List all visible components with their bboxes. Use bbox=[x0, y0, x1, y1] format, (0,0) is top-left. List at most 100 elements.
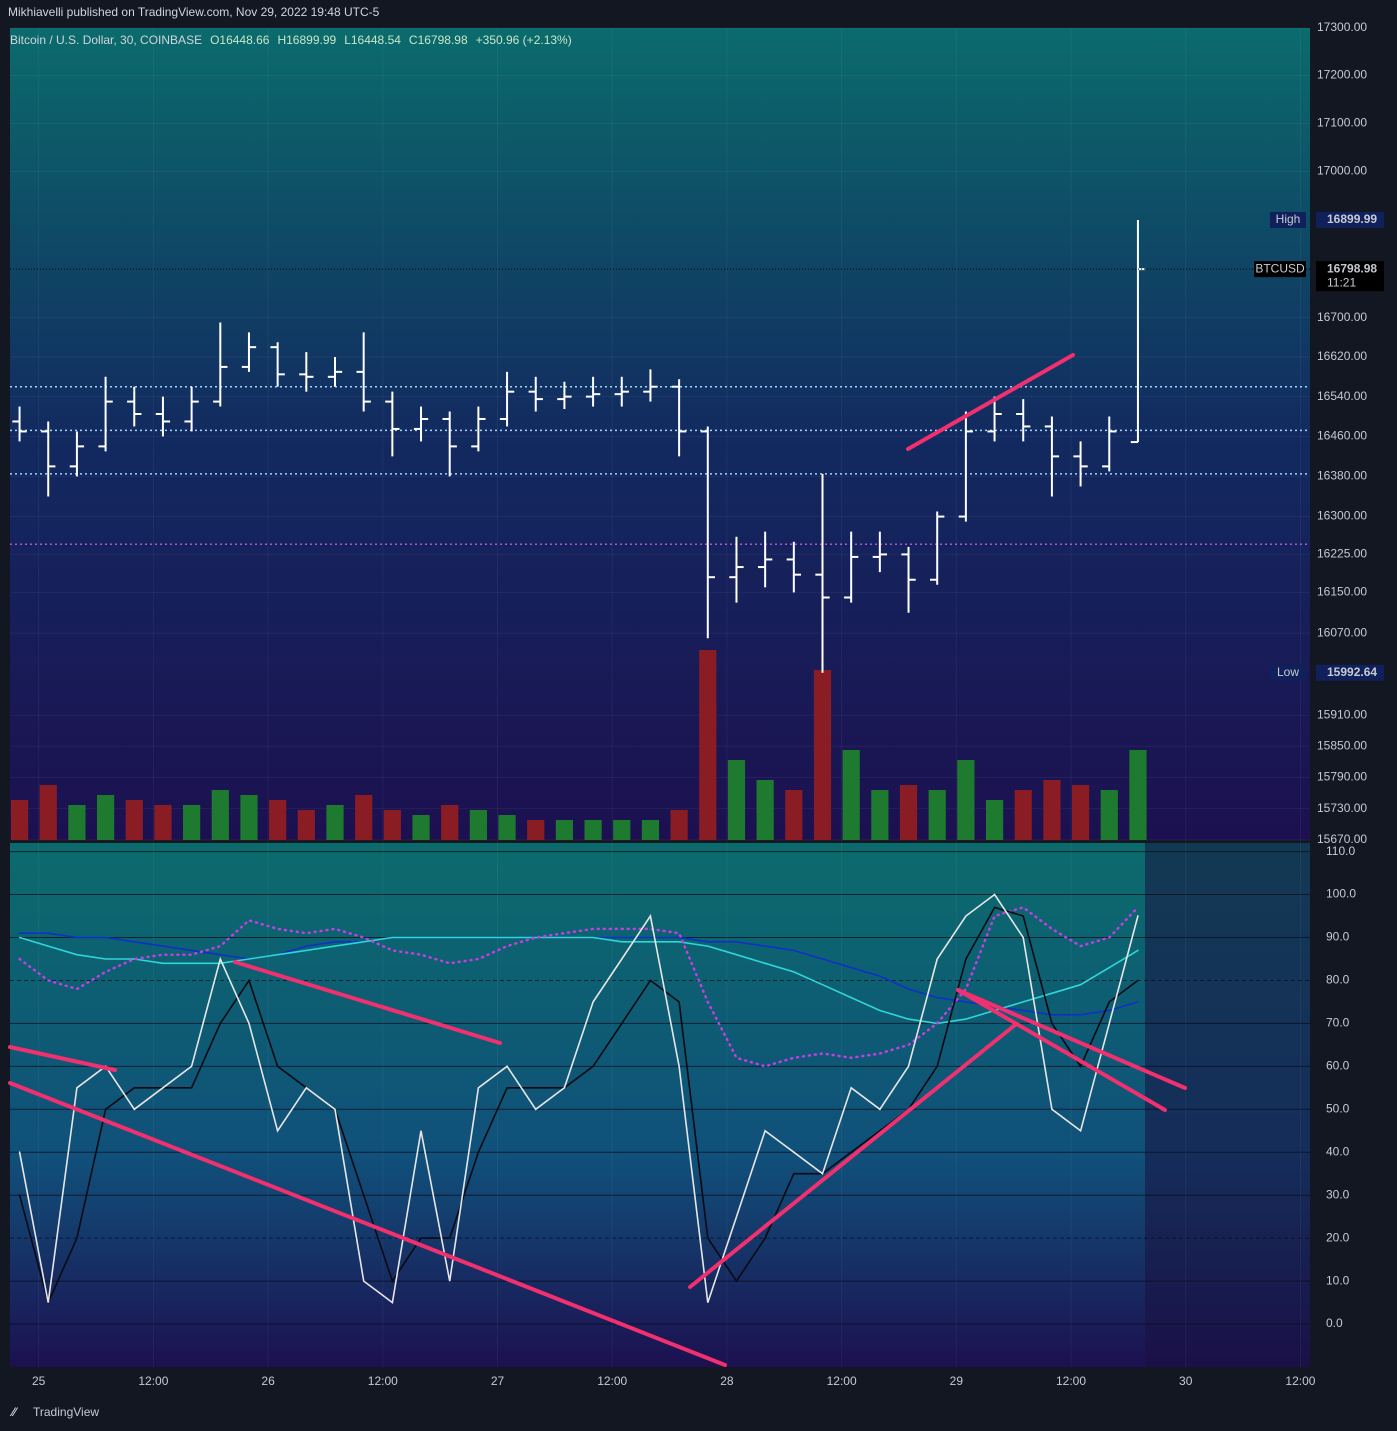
future-area bbox=[1145, 843, 1310, 1367]
publisher: Mikhiavelli published on TradingView.com… bbox=[8, 5, 380, 19]
series-line bbox=[18, 936, 1139, 1025]
volume-bar bbox=[555, 820, 574, 840]
volume-bar bbox=[355, 795, 373, 840]
volume-bar bbox=[498, 815, 516, 840]
y-tick-label: 15670.00 bbox=[1317, 832, 1367, 846]
countdown: 11:21 bbox=[1327, 275, 1356, 289]
y-tick-label: 16700.00 bbox=[1317, 310, 1367, 324]
price-label-box bbox=[1316, 211, 1384, 228]
price-label-name: High bbox=[1276, 212, 1301, 226]
volume-bar bbox=[527, 820, 545, 840]
y-tick-label: 50.0 bbox=[1326, 1101, 1350, 1115]
volume-bar bbox=[957, 760, 975, 840]
x-tick-label: 29 bbox=[950, 1374, 964, 1388]
trend-line bbox=[8, 1045, 117, 1072]
y-tick-label: 15910.00 bbox=[1317, 707, 1367, 721]
volume-bar bbox=[39, 785, 57, 840]
price-label-box bbox=[1316, 261, 1384, 292]
volume-bar bbox=[240, 795, 258, 840]
volume-bar bbox=[785, 790, 803, 840]
y-tick-label: 16380.00 bbox=[1317, 469, 1367, 483]
header-bar bbox=[0, 0, 1397, 28]
volume-bar bbox=[670, 810, 688, 840]
volume-bar bbox=[584, 820, 602, 840]
volume-bar bbox=[269, 800, 287, 840]
trend-line bbox=[906, 353, 1075, 451]
price-label-value: 15992.64 bbox=[1327, 665, 1377, 679]
volume-bar bbox=[326, 805, 344, 840]
y-tick-label: 15730.00 bbox=[1317, 801, 1367, 815]
y-tick-label: 17000.00 bbox=[1317, 164, 1367, 178]
ohlc-value: C16798.98 bbox=[409, 33, 468, 47]
volume-bar bbox=[1071, 785, 1090, 840]
trend-lines bbox=[8, 353, 1187, 1367]
price-label-name: Low bbox=[1277, 665, 1299, 679]
series-line bbox=[18, 893, 1139, 1305]
trend-line bbox=[688, 1023, 1017, 1289]
y-tick-label: 90.0 bbox=[1326, 930, 1350, 944]
x-tick-label: 28 bbox=[720, 1374, 734, 1388]
x-tick-label: 26 bbox=[261, 1374, 275, 1388]
volume-bar bbox=[871, 790, 889, 840]
volume-bar bbox=[756, 780, 774, 840]
volume-bar bbox=[183, 805, 201, 840]
volume-bar bbox=[1100, 790, 1118, 840]
y-tick-label: 17200.00 bbox=[1317, 68, 1367, 82]
y-tick-label: 15790.00 bbox=[1317, 770, 1367, 784]
brand: TradingView bbox=[33, 1405, 99, 1419]
volume-bar bbox=[928, 790, 946, 840]
trend-line bbox=[233, 960, 502, 1045]
volume-bar bbox=[613, 820, 631, 840]
price-label-tag bbox=[1270, 211, 1306, 228]
y-tick-label: 15850.00 bbox=[1317, 738, 1367, 752]
volume-bar bbox=[10, 800, 29, 840]
volume-bar bbox=[441, 805, 459, 840]
trend-line bbox=[956, 988, 1167, 1112]
series-line bbox=[18, 906, 1140, 1068]
volume-bar bbox=[899, 785, 918, 840]
y-tick-label: 17100.00 bbox=[1317, 116, 1367, 130]
price-label-name: BTCUSD bbox=[1255, 261, 1305, 275]
y-tick-label: 16540.00 bbox=[1317, 389, 1367, 403]
x-tick-label: 12:00 bbox=[827, 1374, 857, 1388]
y-tick-label: 16620.00 bbox=[1317, 349, 1367, 363]
y-tick-label: 17300.00 bbox=[1317, 20, 1367, 34]
volume-bar bbox=[383, 810, 401, 840]
x-tick-label: 12:00 bbox=[138, 1374, 168, 1388]
x-tick-label: 30 bbox=[1179, 1374, 1193, 1388]
x-tick-label: 12:00 bbox=[368, 1374, 398, 1388]
price-axis bbox=[1310, 28, 1397, 1367]
volume-bar bbox=[469, 810, 487, 840]
volume-bar bbox=[641, 820, 660, 840]
price-label-box bbox=[1316, 664, 1384, 681]
price-label-value: 16798.98 bbox=[1327, 261, 1377, 275]
y-tick-label: 0.0 bbox=[1326, 1316, 1343, 1330]
logo-mark: ⁄⁄ bbox=[9, 1405, 19, 1419]
y-tick-label: 16225.00 bbox=[1317, 547, 1367, 561]
price-pane bbox=[10, 28, 1310, 840]
y-tick-label: 16070.00 bbox=[1317, 625, 1367, 639]
volume-bar bbox=[211, 790, 229, 840]
y-tick-label: 80.0 bbox=[1326, 973, 1350, 987]
ohlc-value: L16448.54 bbox=[344, 33, 401, 47]
volume-bar bbox=[297, 810, 315, 840]
symbol-title: Bitcoin / U.S. Dollar, 30, COINBASE O1644… bbox=[10, 33, 572, 47]
price-label-tag bbox=[1254, 261, 1306, 278]
y-tick-label: 10.0 bbox=[1326, 1273, 1350, 1287]
volume-bar bbox=[727, 760, 746, 840]
x-tick-label: 12:00 bbox=[1056, 1374, 1086, 1388]
volume-bar bbox=[1129, 750, 1147, 840]
y-tick-label: 16300.00 bbox=[1317, 509, 1367, 523]
y-tick-label: 20.0 bbox=[1326, 1230, 1350, 1244]
oscillator-pane bbox=[10, 843, 1310, 1367]
volume-bar bbox=[1014, 790, 1032, 840]
y-tick-label: 60.0 bbox=[1326, 1059, 1350, 1073]
price-label-tag bbox=[1270, 664, 1306, 681]
ohlc-value: H16899.99 bbox=[277, 33, 336, 47]
volume-bar bbox=[68, 805, 86, 840]
x-tick-label: 12:00 bbox=[597, 1374, 627, 1388]
ohlc-value: +350.96 (+2.13%) bbox=[476, 33, 572, 47]
ohlc-value: O16448.66 bbox=[210, 33, 270, 47]
